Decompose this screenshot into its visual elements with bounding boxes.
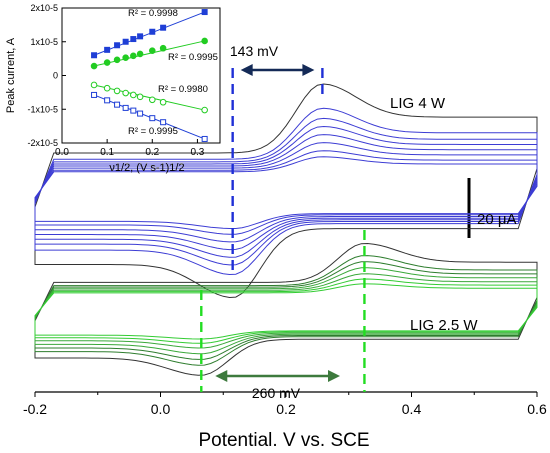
inset-data-point — [160, 119, 167, 126]
inset-data-point — [130, 91, 137, 99]
inset-data-point — [113, 56, 121, 64]
inset-data-point — [201, 135, 208, 142]
inset-data-point — [91, 52, 98, 59]
inset-r2-label-1: R² = 0.9998 — [128, 8, 178, 19]
inset-peak-current-chart: 0.0 0.1 0.2 0.3 -2x10-5 -1x10-5 0 1x10-5 2x10-5 P… — [5, 3, 221, 174]
inset-fit-line-3 — [93, 84, 205, 111]
inset-data-point — [130, 36, 137, 43]
inset-x-tick-label: 0.0 — [55, 147, 69, 158]
inset-data-point — [136, 93, 144, 101]
inset-data-point — [122, 89, 129, 97]
inset-r2-label-4: R² = 0.9995 — [128, 126, 178, 137]
inset-data-point — [113, 87, 121, 95]
inset-data-point — [201, 9, 208, 16]
inset-y-axis-title: Peak current, A — [5, 37, 17, 113]
main-annotations: LIG 4 W LIG 2.5 W 143 mV 260 mV 20 μA Po… — [198, 43, 516, 451]
inset-frame — [61, 7, 221, 144]
inset-x-tick-label: 0.1 — [100, 147, 114, 158]
x-tick-label: -0.2 — [23, 401, 47, 417]
label-143-mv: 143 mV — [230, 43, 279, 59]
inset-x-tick-label: 0.3 — [190, 147, 204, 158]
inset-y-tick-label: 1x10-5 — [30, 37, 58, 47]
inset-data-point — [91, 91, 98, 98]
inset-x-tick-label: 0.2 — [145, 147, 159, 158]
inset-data-point — [137, 33, 144, 40]
inset-data-point — [148, 96, 156, 104]
label-lig-2-5w: LIG 2.5 W — [410, 317, 478, 334]
cv-curve-15 — [34, 283, 538, 340]
inset-data-point — [103, 59, 111, 66]
inset-data-point — [122, 104, 129, 111]
inset-data-point — [114, 42, 121, 49]
arrow-260-mv-head-left — [215, 370, 228, 382]
inset-y-tick-label: -2x10-5 — [27, 138, 58, 148]
x-tick-label: 0.6 — [527, 401, 547, 417]
inset-data-point — [122, 54, 129, 61]
inset-data-point — [149, 28, 156, 35]
inset-data-point — [122, 38, 129, 45]
inset-y-tick-label: 2x10-5 — [30, 3, 58, 13]
inset-data-point — [114, 101, 121, 108]
inset-data-point — [104, 46, 111, 53]
scale-bar-label: 20 μA — [477, 211, 517, 228]
inset-data-point — [160, 24, 167, 31]
arrow-143-mv-head-left — [240, 64, 253, 76]
x-axis-title: Potential. V vs. SCE — [198, 430, 369, 451]
x-tick-label: 0.0 — [151, 401, 171, 417]
label-260-mv: 260 mV — [252, 385, 301, 401]
inset-r2-label-3: R² = 0.9980 — [158, 84, 208, 95]
inset-data-point — [148, 47, 156, 54]
main-cv-chart: -0.2 0.0 0.2 0.4 0.6 — [23, 64, 547, 417]
inset-data-point — [130, 52, 137, 60]
inset-data-point — [90, 81, 98, 89]
inset-y-tick-label: 0 — [53, 71, 58, 81]
inset-data-point — [136, 50, 144, 58]
cv-curve-9 — [34, 242, 538, 376]
inset-data-point — [103, 84, 111, 92]
inset-data-point — [201, 37, 208, 45]
inset-data-point — [149, 115, 156, 122]
inset-data-point — [159, 44, 167, 52]
inset-data-point — [159, 98, 167, 106]
inset-data-point — [130, 107, 137, 114]
x-tick-label: 0.4 — [402, 401, 422, 417]
x-tick-label: 0.2 — [276, 401, 296, 417]
arrow-260-mv-head-right — [328, 370, 340, 382]
inset-r2-label-2: R² = 0.9995 — [168, 52, 218, 63]
inset-y-tick-label: -1x10-5 — [27, 104, 58, 114]
cv-curve-8 — [34, 156, 538, 229]
inset-fit-line-2 — [93, 40, 205, 67]
arrow-143-mv-head-right — [302, 64, 315, 76]
inset-data-point — [201, 106, 208, 114]
label-lig-4w: LIG 4 W — [390, 95, 446, 112]
inset-data-point — [104, 97, 111, 104]
inset-data-point — [90, 62, 98, 70]
inset-x-axis-title: ν1/2, (V s-1)1/2 — [109, 162, 184, 174]
inset-data-point — [137, 110, 144, 117]
